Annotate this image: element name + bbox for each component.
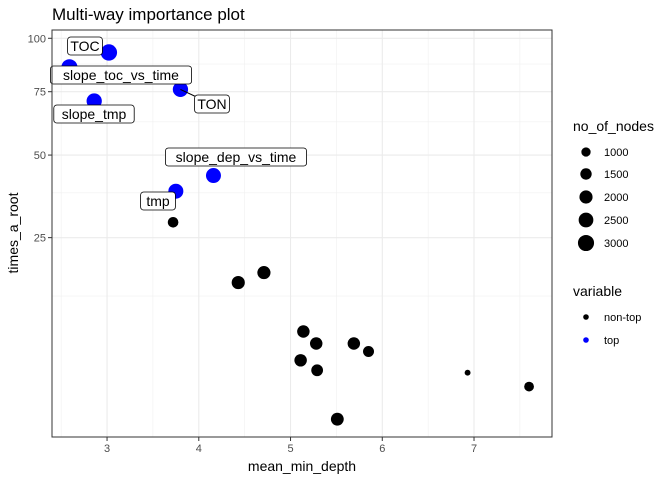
legend-color-label: non-top — [604, 312, 641, 324]
label-connectors — [180, 88, 197, 98]
legend-color-label: top — [604, 335, 619, 347]
legend-color: variable non-top top — [573, 283, 641, 347]
legend-size-label: 2500 — [604, 215, 628, 227]
x-tick-label: 6 — [379, 443, 385, 455]
legend-size-key — [581, 147, 591, 157]
x-axis-ticks: 3 4 5 6 7 — [104, 437, 477, 455]
plot-panel — [52, 30, 552, 437]
point-label-box — [164, 147, 307, 167]
point-label-box — [50, 65, 192, 85]
legend-size-key — [577, 234, 595, 252]
legend-color-key — [583, 314, 589, 320]
data-point-non-top — [330, 412, 344, 426]
point-label: TOC — [70, 38, 99, 54]
chart-title: Multi-way importance plot — [52, 5, 245, 24]
y-tick-label: 25 — [34, 233, 46, 245]
legend-color-key — [583, 337, 589, 343]
plot-border — [51, 29, 553, 438]
point-label-box — [67, 36, 103, 56]
legend-color-title: variable — [573, 283, 622, 299]
data-point-non-top — [167, 216, 179, 228]
data-point-non-top — [311, 364, 324, 377]
data-point-non-top — [464, 369, 471, 376]
data-point-top — [100, 44, 118, 61]
legend-size-title: no_of_nodes — [573, 118, 654, 134]
legend-size-key — [579, 190, 593, 204]
y-axis-title: times_a_root — [5, 192, 21, 273]
data-point-top — [205, 168, 221, 184]
y-tick-label: 75 — [34, 87, 46, 99]
data-point-non-top — [231, 276, 245, 290]
point-label: TON — [197, 96, 226, 112]
data-point-non-top — [294, 354, 307, 367]
legend-size-label: 3000 — [604, 238, 628, 250]
point-label-box — [140, 191, 176, 211]
point-label-box — [194, 94, 230, 114]
legend-size-label: 2000 — [604, 192, 628, 204]
legend-size-key — [580, 168, 592, 180]
x-tick-label: 5 — [287, 443, 293, 455]
legend-size-key — [578, 212, 594, 228]
legend-size-label: 1000 — [604, 147, 628, 159]
point-label: slope_toc_vs_time — [63, 67, 179, 83]
data-point-non-top — [257, 266, 271, 280]
point-labels: TOC slope_toc_vs_time TON slope_tmp slope_de… — [50, 36, 307, 211]
y-tick-label: 50 — [34, 150, 46, 162]
data-point-non-top — [309, 337, 323, 350]
point-label: tmp — [146, 193, 170, 209]
x-tick-label: 3 — [104, 443, 110, 455]
y-tick-label: 100 — [28, 33, 46, 45]
x-tick-label: 7 — [471, 443, 477, 455]
y-axis-ticks: 25 50 75 100 — [28, 33, 52, 245]
legend-size: no_of_nodes 1000 1500 2000 2500 3000 — [573, 118, 654, 252]
x-tick-label: 4 — [196, 443, 202, 455]
data-point-non-top — [363, 345, 375, 357]
data-point-non-top — [297, 325, 310, 338]
data-point-non-top — [347, 337, 361, 350]
point-label: slope_tmp — [62, 106, 127, 122]
data-point-non-top — [524, 381, 534, 392]
x-axis-title: mean_min_depth — [248, 458, 356, 474]
legend-size-label: 1500 — [604, 169, 628, 181]
point-label-box — [53, 104, 135, 124]
label-connector — [180, 88, 197, 98]
point-label: slope_dep_vs_time — [176, 149, 297, 165]
